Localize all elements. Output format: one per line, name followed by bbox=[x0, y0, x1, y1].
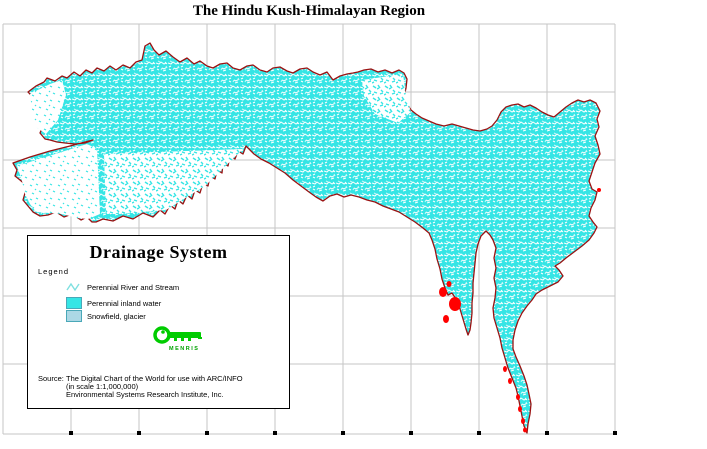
selection-handle[interactable] bbox=[205, 431, 209, 435]
source-label: Source: bbox=[38, 374, 64, 383]
legend-item-label: Snowfield, glacier bbox=[87, 311, 146, 321]
legend-item: Perennial River and Stream bbox=[66, 281, 179, 293]
map-title: The Hindu Kush-Himalayan Region bbox=[192, 3, 426, 19]
source-line: The Digital Chart of the World for use w… bbox=[66, 374, 243, 383]
snowfield-swatch bbox=[66, 310, 82, 322]
red-highlight-patches bbox=[439, 188, 601, 433]
selection-handle[interactable] bbox=[69, 431, 73, 435]
legend-item-label: Perennial inland water bbox=[87, 298, 162, 308]
selection-handle[interactable] bbox=[545, 431, 549, 435]
legend-title: Drainage System bbox=[89, 242, 228, 262]
selection-handles[interactable] bbox=[69, 431, 617, 435]
source-line: (in scale 1:1,000,000) bbox=[66, 382, 139, 391]
legend-box[interactable]: Drainage System Legend Perennial River a… bbox=[27, 235, 290, 409]
selection-handle[interactable] bbox=[341, 431, 345, 435]
selection-handle[interactable] bbox=[613, 431, 617, 435]
legend-item: Snowfield, glacier bbox=[66, 310, 146, 322]
selection-handle[interactable] bbox=[477, 431, 481, 435]
region-boundary bbox=[12, 42, 601, 434]
selection-handle[interactable] bbox=[409, 431, 413, 435]
menris-logo-icon bbox=[153, 326, 202, 344]
menris-logo-text: MENRIS bbox=[169, 346, 200, 352]
sparse-drainage-zones bbox=[17, 74, 411, 219]
source-line: Environmental Systems Research Institute… bbox=[66, 390, 224, 399]
inland-water-swatch bbox=[66, 297, 82, 309]
legend-item-label: Perennial River and Stream bbox=[87, 282, 180, 292]
source-text: Source: The Digital Chart of the World fo… bbox=[38, 375, 243, 399]
river-line-symbol bbox=[66, 282, 80, 292]
selection-handle[interactable] bbox=[273, 431, 277, 435]
legend-item: Perennial inland water bbox=[66, 297, 161, 309]
legend-caption: Legend bbox=[38, 267, 70, 276]
selection-handle[interactable] bbox=[137, 431, 141, 435]
